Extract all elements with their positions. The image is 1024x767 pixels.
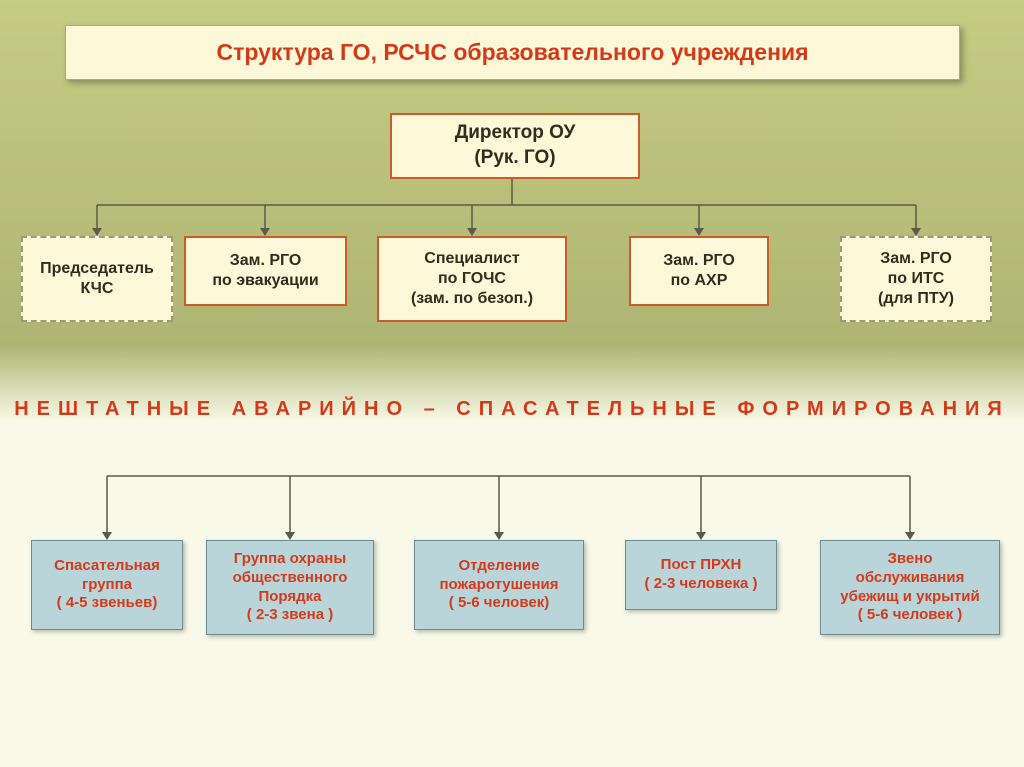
deputy-node-2-line-1: по ГОЧС [438,269,506,289]
deputy-node-0: ПредседательКЧС [21,236,173,322]
formation-node-4-line-0: Звено [888,550,933,569]
formation-node-4-line-2: убежищ и укрытий [840,588,979,607]
deputy-node-3: Зам. РГОпо АХР [629,236,769,306]
row-deputies: ПредседательКЧСЗам. РГОпо эвакуацииСпеци… [0,236,1024,322]
formation-node-3-line-1: ( 2-3 человека ) [645,575,758,594]
formation-node-4-line-3: ( 5-6 человек ) [858,606,963,625]
formation-node-2-line-1: пожаротушения [439,576,558,595]
director-line1: Директор ОУ [455,121,576,146]
formation-node-2-line-0: Отделение [459,557,540,576]
deputy-node-3-line-0: Зам. РГО [663,251,735,271]
deputy-node-1: Зам. РГОпо эвакуации [184,236,347,306]
deputy-node-4: Зам. РГОпо ИТС(для ПТУ) [840,236,992,322]
formation-node-0-line-0: Спасательная [54,557,160,576]
deputy-node-3-line-1: по АХР [671,271,728,291]
deputy-node-2-line-0: Специалист [424,249,519,269]
formation-node-0-line-1: группа [82,576,132,595]
deputy-node-1-line-0: Зам. РГО [230,251,302,271]
formation-node-1-line-1: общественного [233,569,348,588]
formation-node-4-line-1: обслуживания [856,569,965,588]
director-line2: (Рук. ГО) [474,146,555,171]
deputy-node-4-line-1: по ИТС [888,269,945,289]
formation-node-3-line-0: Пост ПРХН [661,556,742,575]
deputy-node-0-line-1: КЧС [81,279,114,299]
deputy-node-2: Специалистпо ГОЧС(зам. по безоп.) [377,236,567,322]
deputy-node-4-line-2: (для ПТУ) [878,289,954,309]
deputy-node-1-line-1: по эвакуации [212,271,318,291]
formation-node-0: Спасательнаягруппа( 4-5 звеньев) [31,540,183,630]
deputy-node-0-line-0: Председатель [40,259,154,279]
formation-node-1-line-2: Порядка [258,588,321,607]
formation-node-1-line-3: ( 2-3 звена ) [247,606,333,625]
section-label-text: НЕШТАТНЫЕ АВАРИЙНО – СПАСАТЕЛЬНЫЕ ФОРМИР… [14,398,1010,420]
formation-node-2: Отделениепожаротушения( 5-6 человек) [414,540,584,630]
director-node: Директор ОУ (Рук. ГО) [390,113,640,179]
formation-node-0-line-2: ( 4-5 звеньев) [57,594,158,613]
formation-node-4: Звенообслуживанияубежищ и укрытий( 5-6 ч… [820,540,1000,635]
formation-node-3: Пост ПРХН( 2-3 человека ) [625,540,777,610]
deputy-node-4-line-0: Зам. РГО [880,249,952,269]
page-title: Структура ГО, РСЧС образовательного учре… [65,25,960,80]
row-formations: Спасательнаягруппа( 4-5 звеньев) Группа о… [0,540,1024,635]
formation-node-1: Группа охраныобщественногоПорядка( 2-3 з… [206,540,374,635]
section-label: НЕШТАТНЫЕ АВАРИЙНО – СПАСАТЕЛЬНЫЕ ФОРМИР… [0,398,1024,421]
formation-node-2-line-2: ( 5-6 человек) [449,594,549,613]
deputy-node-2-line-2: (зам. по безоп.) [411,289,533,309]
title-text: Структура ГО, РСЧС образовательного учре… [216,39,808,66]
formation-node-1-line-0: Группа охраны [234,550,346,569]
